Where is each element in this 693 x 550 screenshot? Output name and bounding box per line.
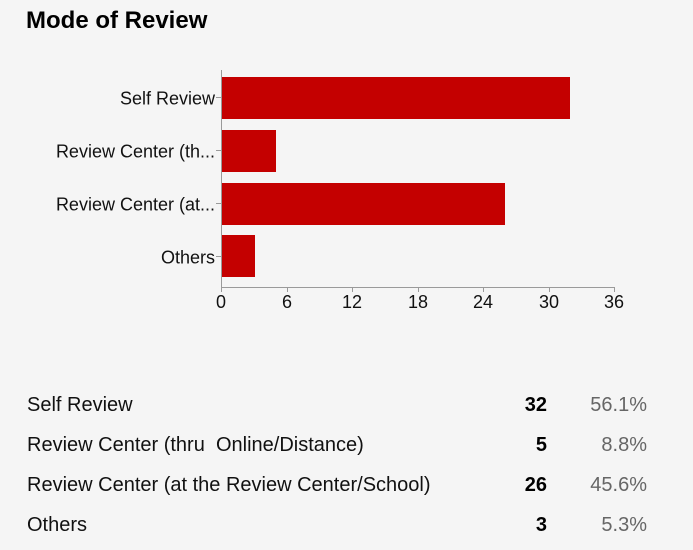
- y-tick: [216, 97, 221, 98]
- category-label: Others: [160, 247, 215, 268]
- summary-row: Review Center (thru Online/Distance) 5 8…: [27, 430, 647, 470]
- bar-review-center-online: [222, 130, 277, 172]
- category-label: Review Center (th...: [55, 141, 215, 162]
- x-tick: [352, 287, 353, 292]
- row-count: 26: [524, 474, 547, 496]
- row-count: 5: [535, 434, 547, 456]
- summary-table: Self Review 32 56.1% Review Center (thru…: [27, 390, 647, 550]
- summary-row: Self Review 32 56.1%: [27, 390, 647, 430]
- y-tick: [216, 256, 221, 257]
- row-label: Review Center (at the Review Center/Scho…: [27, 474, 431, 496]
- bar-self-review: [222, 77, 571, 119]
- x-tick-label: 36: [603, 292, 625, 312]
- row-label: Review Center (thru Online/Distance): [27, 434, 364, 456]
- x-tick-label: 18: [407, 292, 429, 312]
- x-tick: [287, 287, 288, 292]
- bar-review-center-school: [222, 183, 506, 225]
- row-percent: 8.8%: [601, 434, 647, 456]
- category-label: Self Review: [119, 88, 215, 109]
- row-percent: 5.3%: [601, 514, 647, 536]
- y-tick: [216, 150, 221, 151]
- x-tick-label: 6: [281, 292, 293, 312]
- y-tick: [216, 203, 221, 204]
- row-count: 3: [535, 514, 547, 536]
- category-label: Review Center (at...: [55, 194, 215, 215]
- summary-row: Others 3 5.3%: [27, 510, 647, 550]
- x-tick: [221, 287, 222, 292]
- row-percent: 56.1%: [590, 394, 647, 416]
- x-tick-label: 12: [341, 292, 363, 312]
- x-tick: [549, 287, 550, 292]
- row-label: Others: [27, 514, 88, 536]
- x-tick-label: 30: [538, 292, 560, 312]
- x-tick: [483, 287, 484, 292]
- y-axis-line: [221, 70, 222, 288]
- x-tick-label: 0: [215, 292, 227, 312]
- bar-others: [222, 235, 255, 277]
- chart-title: Mode of Review: [26, 7, 208, 34]
- summary-row: Review Center (at the Review Center/Scho…: [27, 470, 647, 510]
- bar-chart: Self Review Review Center (th... Review …: [55, 70, 625, 312]
- x-tick: [418, 287, 419, 292]
- x-tick-label: 24: [472, 292, 494, 312]
- row-count: 32: [524, 394, 547, 416]
- row-label: Self Review: [27, 394, 133, 416]
- x-tick: [614, 287, 615, 292]
- row-percent: 45.6%: [590, 474, 647, 496]
